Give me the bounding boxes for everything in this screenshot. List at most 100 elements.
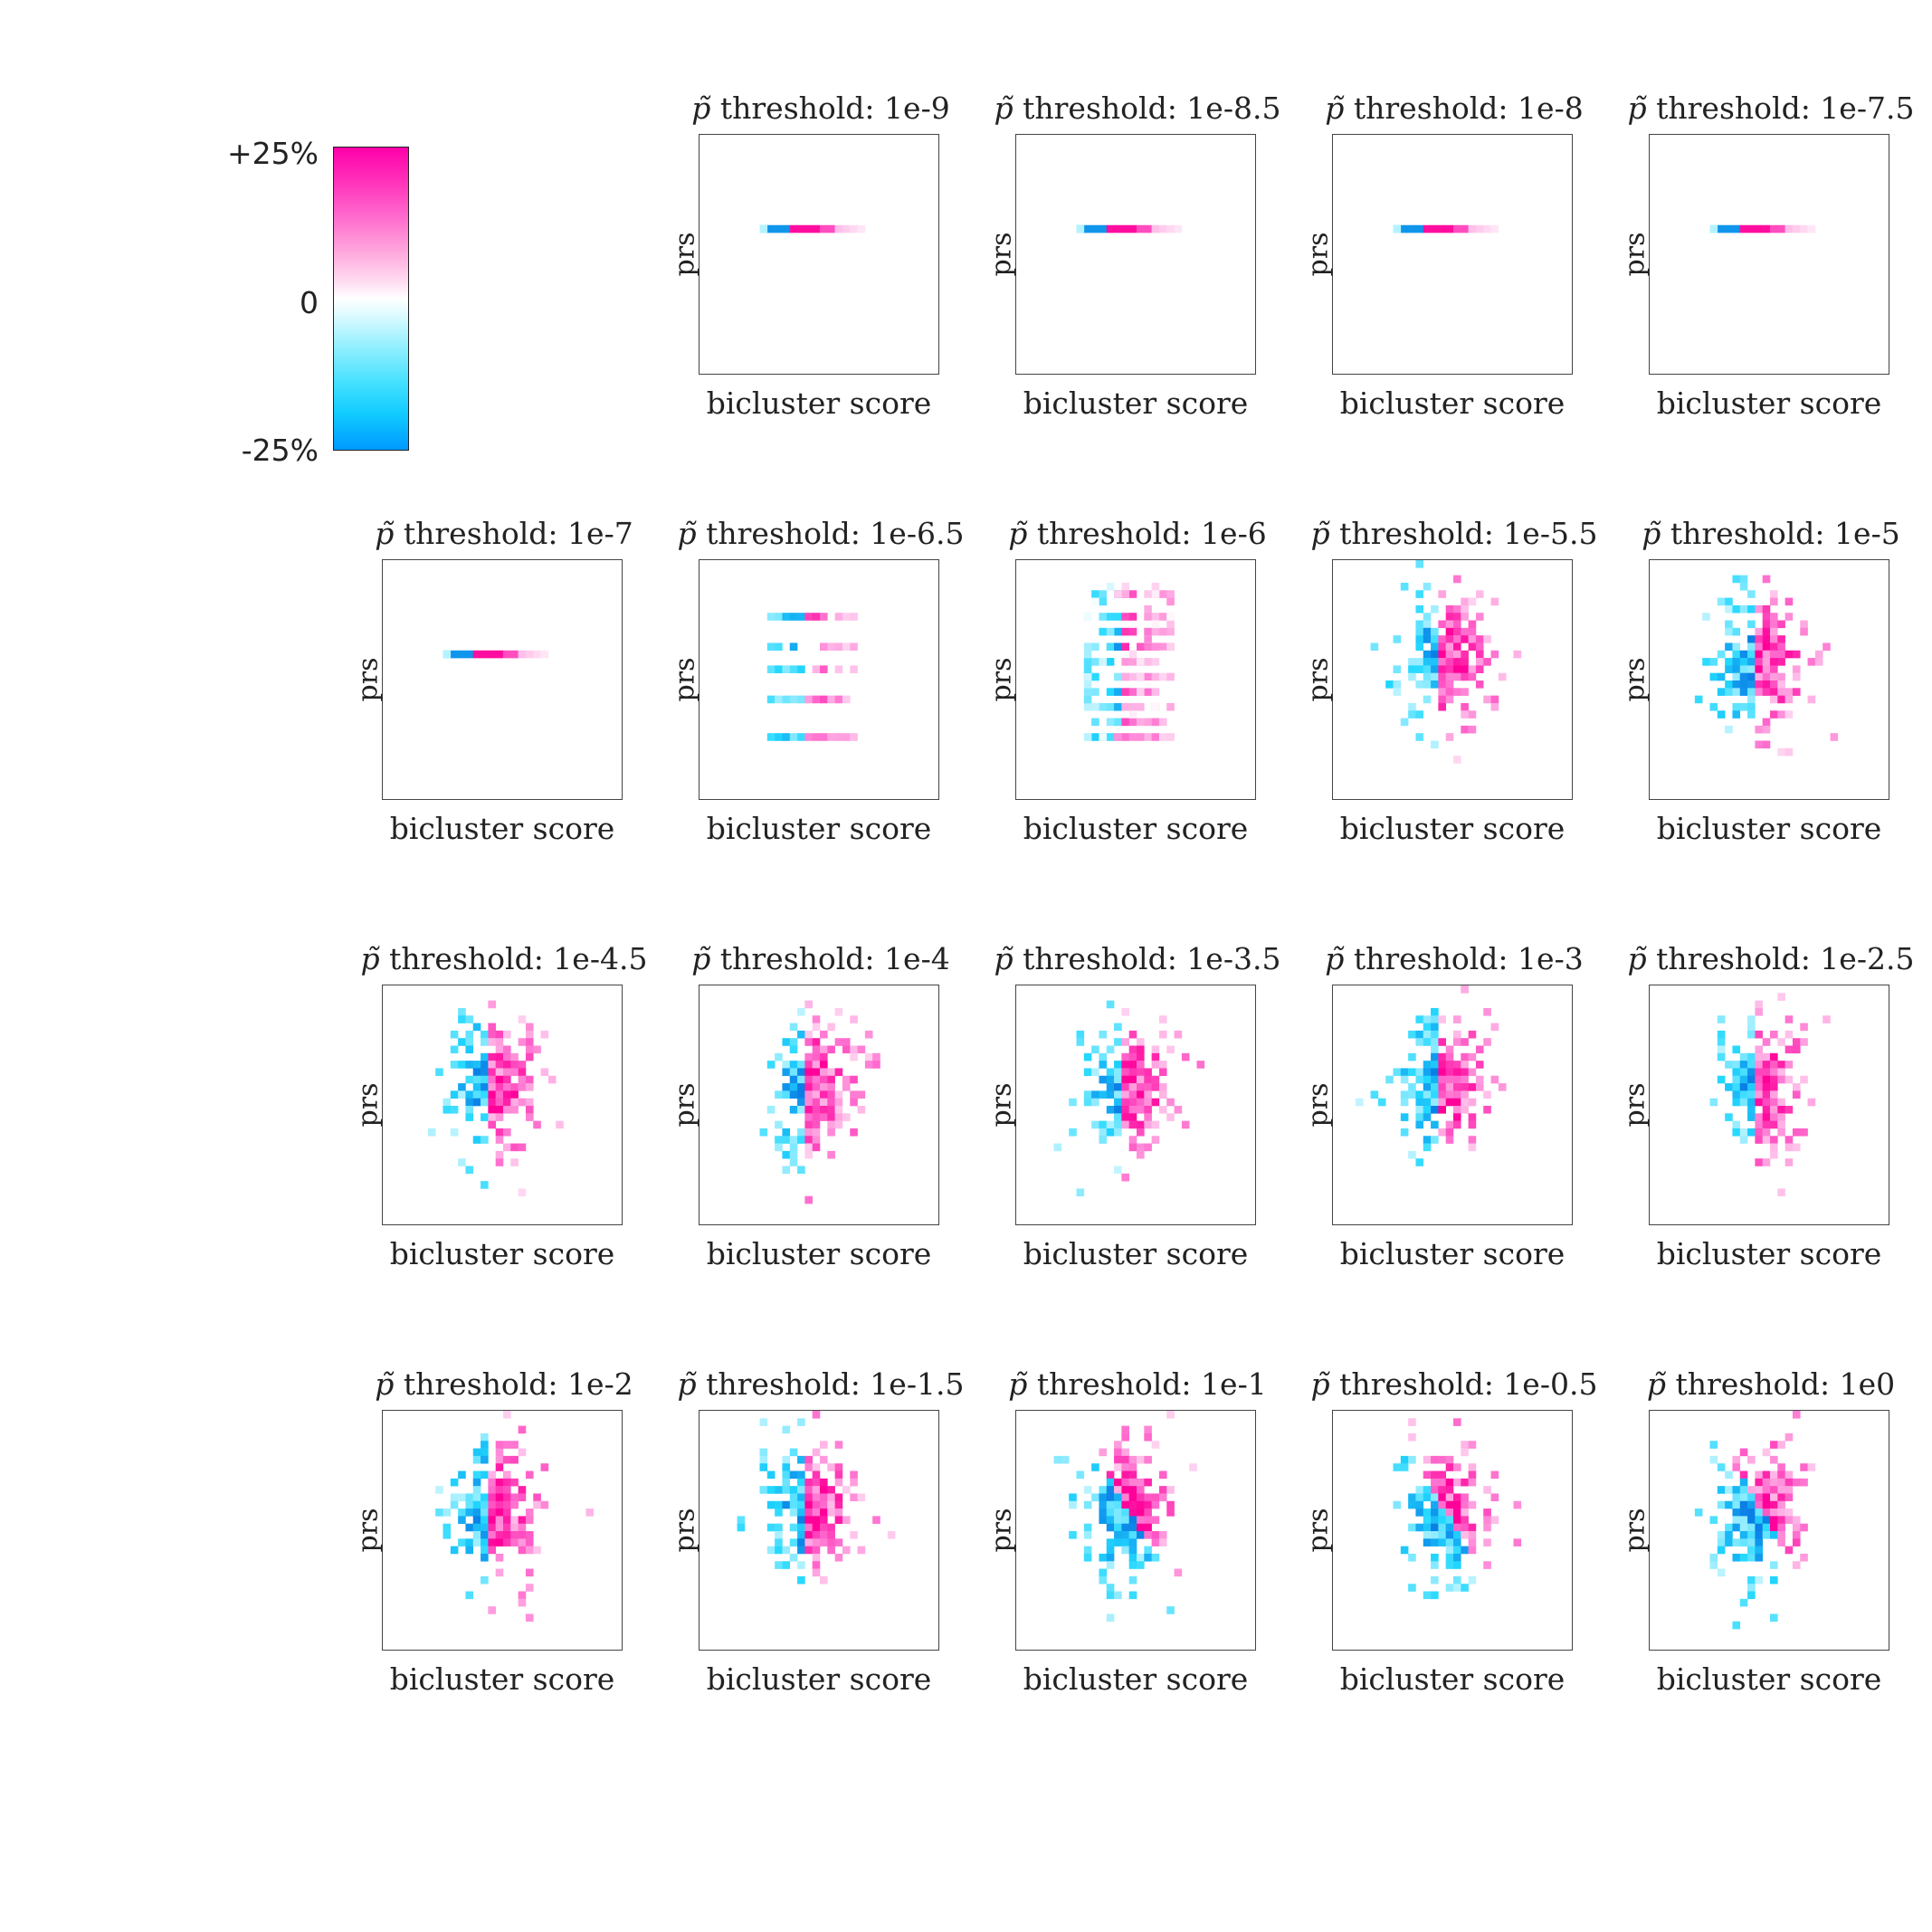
heatmap-cell (1762, 1448, 1771, 1457)
heatmap-cell (1128, 590, 1137, 598)
heatmap-cell (472, 1493, 481, 1502)
heatmap-cell (804, 1030, 813, 1039)
heatmap-cell (834, 1120, 843, 1129)
y-axis-label: prs (1619, 232, 1651, 277)
heatmap-cell (458, 1493, 466, 1502)
x-axis-label: bicluster score (1656, 1236, 1882, 1271)
heatmap-cell (782, 1150, 791, 1159)
heatmap-cell (1445, 1120, 1454, 1129)
heatmap-cell (481, 650, 489, 659)
heatmap-cell (1739, 1083, 1748, 1091)
heatmap-cell (525, 1083, 534, 1091)
heatmap-cell (510, 1493, 519, 1502)
heatmap-cell (775, 224, 783, 233)
heatmap-cell (510, 1143, 519, 1152)
heatmap-cell (1083, 1486, 1092, 1494)
heatmap-cell (1137, 688, 1145, 696)
heatmap-cell (1069, 1128, 1077, 1137)
heatmap-cell (1158, 642, 1167, 652)
heatmap-cell (1158, 1470, 1167, 1480)
heatmap-cell (789, 1045, 798, 1054)
heatmap-cell (812, 1553, 821, 1562)
heatmap-cell (789, 1038, 798, 1046)
heatmap-cell (510, 1538, 519, 1547)
heatmap-cell (887, 1531, 896, 1539)
heatmap-cell (1393, 224, 1402, 233)
heatmap-cell (1445, 1455, 1454, 1464)
heatmap-cell (1483, 1007, 1491, 1016)
heatmap-cell (1747, 702, 1756, 711)
heatmap-cell (1423, 658, 1432, 666)
heatmap-cell (503, 1098, 511, 1107)
heatmap-cell (1694, 695, 1703, 704)
heatmap-cell (1475, 590, 1484, 598)
heatmap-cell (1739, 1523, 1748, 1532)
heatmap-svg (766, 613, 858, 741)
heatmap-cell (1739, 1090, 1748, 1099)
heatmap-cell (488, 1038, 496, 1046)
heatmap-cell (1461, 635, 1469, 643)
heatmap-cell (458, 1158, 466, 1166)
heatmap-cell (503, 1075, 511, 1084)
heatmap-cell (804, 224, 813, 233)
heatmap-cell (797, 1493, 805, 1502)
heatmap-cell (1755, 665, 1763, 673)
heatmap-cell (1475, 613, 1484, 621)
heatmap-cell (1137, 1068, 1145, 1077)
heatmap-cell (1099, 1052, 1108, 1061)
heatmap-cell (812, 665, 821, 673)
heatmap-cell (1144, 1090, 1152, 1099)
heatmap-cell (1438, 1015, 1446, 1023)
heatmap-cell (820, 733, 828, 741)
heatmap-cell (1151, 718, 1160, 727)
panel-title-text: threshold: 1e-9 (710, 90, 950, 126)
heatmap-cell (1770, 1120, 1778, 1129)
panel-title: p̃ threshold: 1e-0.5 (1264, 1366, 1644, 1402)
heatmap-cell (1777, 1470, 1785, 1480)
heatmap-cell (1128, 1061, 1137, 1069)
heatmap-cell (1106, 1128, 1115, 1137)
heatmap-cell (834, 1007, 843, 1016)
heatmap-cell (488, 1106, 496, 1114)
heatmap-cell (820, 613, 828, 621)
heatmap-cell (1732, 575, 1741, 584)
heatmap-cell (1121, 1173, 1129, 1182)
heatmap-cell (1770, 620, 1778, 629)
heatmap-cell (1431, 1120, 1439, 1129)
heatmap-cell (766, 695, 776, 704)
heatmap-cell (1732, 680, 1741, 689)
heatmap-cell (804, 695, 813, 704)
x-axis-label: bicluster score (1656, 385, 1882, 421)
heatmap-cell (472, 1023, 481, 1032)
heatmap-cell (1747, 680, 1756, 689)
heatmap-cell (850, 1478, 858, 1487)
heatmap-cell (827, 1493, 835, 1502)
heatmap-cell (842, 613, 851, 621)
heatmap-cell (1739, 672, 1748, 681)
heatmap-cell (1445, 1478, 1454, 1487)
heatmap-cell (481, 1531, 489, 1539)
heatmap-cell (1725, 1531, 1733, 1539)
y-axis-label: prs (1302, 657, 1335, 702)
heatmap-cell (1717, 1052, 1726, 1061)
heatmap-cell (1114, 224, 1122, 233)
heatmap-cell (775, 1090, 783, 1099)
heatmap-cell (481, 1575, 489, 1585)
heatmap-cell (789, 1486, 798, 1494)
heatmap-cell (775, 1500, 783, 1509)
heatmap-cell (1445, 1083, 1454, 1091)
heatmap-cell (481, 1181, 489, 1189)
heatmap-cell (1144, 1531, 1152, 1539)
heatmap-cell (1144, 1106, 1152, 1114)
heatmap-cell (812, 695, 821, 704)
heatmap-cell (1777, 1113, 1785, 1121)
heatmap-cell (1166, 620, 1175, 629)
heatmap-cell (1732, 1128, 1741, 1137)
heatmap-cell (1468, 1030, 1477, 1039)
heatmap-cell (1800, 1075, 1808, 1084)
heatmap-cell (1099, 1575, 1108, 1585)
heatmap-cell (525, 1023, 534, 1032)
heatmap-cell (1128, 672, 1137, 681)
heatmap-cell (1475, 665, 1484, 673)
heatmap-cell (1755, 1128, 1763, 1137)
